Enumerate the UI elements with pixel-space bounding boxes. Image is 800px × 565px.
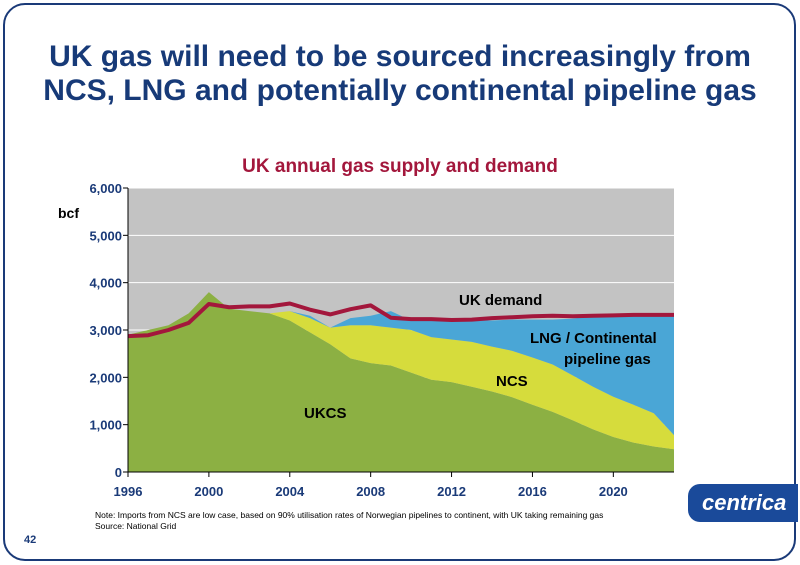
centrica-logo: centrica [688, 484, 798, 522]
annotation-uk-demand: UK demand [459, 292, 542, 309]
slide-title: UK gas will need to be sourced increasin… [0, 40, 800, 108]
area-ukcs [128, 292, 674, 472]
page-number: 42 [24, 534, 37, 546]
y-ticks: 0 1,000 2,000 3,000 4,000 5,000 6,000 [89, 181, 128, 480]
area-series [128, 292, 674, 472]
y-axis-label: bcf [58, 205, 79, 221]
y-tick-label: 5,000 [89, 228, 122, 243]
slide-frame [3, 3, 796, 561]
area-ncs [128, 292, 674, 450]
chart-title: UK annual gas supply and demand [242, 156, 558, 177]
x-tick-label: 2020 [599, 484, 628, 499]
logo-text: centrica [702, 490, 787, 515]
y-tick-label: 3,000 [89, 323, 122, 338]
y-tick-label: 2,000 [89, 370, 122, 385]
x-ticks: 1996 2000 2004 2008 2012 2016 2020 [114, 472, 628, 499]
y-tick-label: 1,000 [89, 418, 122, 433]
footnote-line-1: Note: Imports from NCS are low case, bas… [95, 510, 604, 520]
annotation-lng-line2: pipeline gas [564, 351, 651, 368]
y-tick-label: 0 [115, 465, 122, 480]
annotation-ukcs: UKCS [304, 405, 347, 422]
title-line-2: NCS, LNG and potentially continental pip… [43, 74, 757, 107]
x-tick-label: 2004 [275, 484, 305, 499]
footnote-source: Source: National Grid [95, 521, 177, 531]
demand-series [127, 301, 674, 339]
x-tick-label: 2012 [437, 484, 466, 499]
y-tick-label: 4,000 [89, 276, 122, 291]
x-tick-label: 1996 [114, 484, 143, 499]
x-tick-label: 2000 [194, 484, 223, 499]
title-line-1: UK gas will need to be sourced increasin… [49, 40, 751, 73]
annotation-lng-line1: LNG / Continental [530, 330, 657, 347]
x-tick-label: 2008 [356, 484, 385, 499]
area-lng-continental-pipeline-gas [128, 292, 674, 436]
footnote: Note: Imports from NCS are low case, bas… [95, 510, 603, 532]
annotation-ncs: NCS [496, 373, 528, 390]
y-tick-label: 6,000 [89, 181, 122, 196]
uk-demand-line [127, 301, 674, 339]
x-tick-label: 2016 [518, 484, 547, 499]
